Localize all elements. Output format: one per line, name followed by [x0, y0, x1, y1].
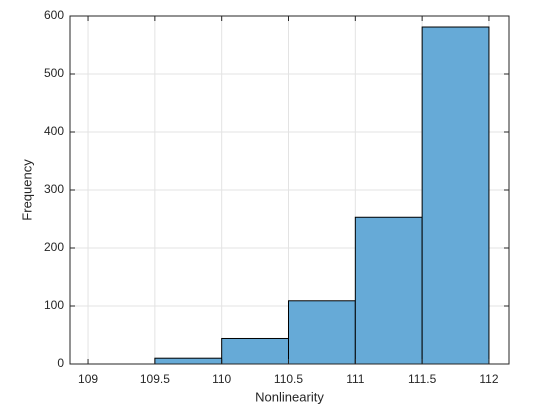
ticks: 109 109.5 110 110.5 111 111.5 112 0 100 200 300 400…	[44, 8, 509, 386]
bar	[221, 337, 289, 365]
y-tick-label: 500	[44, 66, 64, 80]
bar	[154, 357, 223, 365]
y-tick-label: 0	[57, 356, 64, 370]
y-tick-label: 400	[44, 124, 64, 138]
x-axis-label: Nonlinearity	[255, 389, 324, 404]
y-tick-label: 600	[44, 8, 64, 22]
x-tick-label: 110	[212, 372, 231, 386]
bar	[421, 26, 490, 365]
bar	[354, 216, 423, 365]
x-tick-label: 111.5	[408, 372, 437, 386]
x-tick-label: 112	[479, 372, 498, 386]
y-tick-label: 300	[44, 182, 64, 196]
y-axis-label: Frequency	[19, 159, 34, 221]
x-tick-label: 110.5	[274, 372, 303, 386]
x-tick-label: 109.5	[140, 372, 170, 386]
x-tick-label: 109	[78, 372, 98, 386]
y-tick-label: 200	[44, 240, 64, 254]
y-tick-label: 100	[44, 298, 64, 312]
x-tick-label: 111	[346, 372, 365, 386]
bar	[287, 300, 356, 365]
